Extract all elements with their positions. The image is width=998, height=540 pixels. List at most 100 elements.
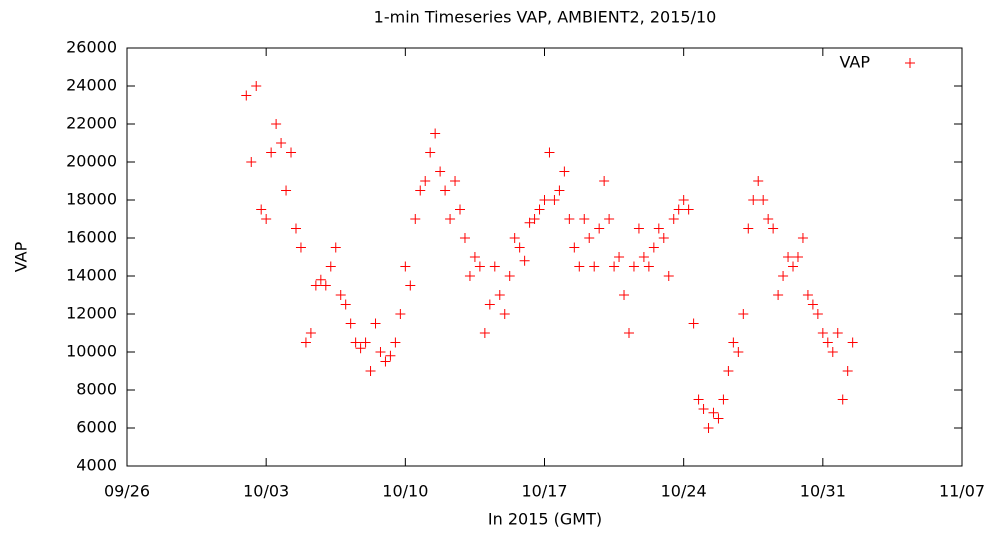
data-point — [574, 261, 585, 272]
data-point — [594, 223, 605, 234]
data-point — [385, 350, 396, 361]
data-point — [648, 242, 659, 253]
x-tick-label: 10/24 — [661, 482, 707, 501]
data-point — [425, 147, 436, 158]
data-point — [837, 394, 848, 405]
data-point — [738, 309, 749, 319]
data-point — [693, 394, 704, 405]
x-tick-label: 10/31 — [800, 482, 846, 501]
x-axis-label: In 2015 (GMT) — [488, 510, 602, 529]
data-point — [619, 290, 630, 300]
data-point — [633, 223, 644, 234]
data-point — [788, 261, 799, 272]
data-point — [320, 280, 331, 291]
data-point — [499, 309, 510, 319]
data-point — [802, 290, 813, 300]
data-point — [628, 261, 639, 272]
data-point — [455, 204, 466, 215]
data-point — [504, 271, 515, 281]
data-point — [569, 242, 580, 253]
data-point — [494, 290, 505, 300]
y-tick-label: 20000 — [66, 152, 117, 171]
data-point — [256, 204, 267, 215]
data-point — [589, 261, 600, 272]
data-point — [380, 356, 391, 367]
x-tick-label: 11/07 — [939, 482, 985, 501]
data-point — [529, 214, 540, 224]
data-point — [261, 214, 272, 224]
data-point — [514, 242, 525, 253]
data-point — [698, 404, 709, 414]
data-point — [564, 214, 575, 224]
y-axis-label: VAP — [12, 241, 31, 272]
y-tick-label: 4000 — [76, 456, 117, 475]
y-tick-label: 6000 — [76, 418, 117, 437]
y-tick-label: 8000 — [76, 380, 117, 399]
data-point — [658, 233, 669, 243]
data-point — [584, 233, 595, 243]
data-point — [315, 274, 326, 285]
data-point — [768, 223, 779, 234]
y-tick-label: 24000 — [66, 76, 117, 95]
data-point — [310, 280, 321, 291]
data-point — [718, 394, 729, 405]
data-point — [763, 214, 774, 224]
data-point — [678, 195, 689, 205]
x-tick-label: 09/26 — [104, 482, 150, 501]
chart-title: 1-min Timeseries VAP, AMBIENT2, 2015/10 — [374, 8, 717, 27]
data-point — [614, 252, 625, 262]
data-point — [559, 166, 570, 177]
data-point — [350, 337, 361, 348]
data-point — [733, 347, 744, 357]
data-point — [330, 242, 341, 253]
data-point — [246, 157, 257, 167]
data-point — [509, 233, 520, 243]
data-point — [748, 195, 759, 205]
y-tick-label: 12000 — [66, 304, 117, 323]
data-point — [609, 261, 620, 272]
data-point — [653, 223, 664, 234]
x-tick-label: 10/03 — [243, 482, 289, 501]
data-point — [484, 299, 495, 310]
data-point — [728, 337, 739, 348]
data-point — [519, 255, 530, 266]
data-point — [435, 166, 446, 177]
data-point — [792, 252, 803, 262]
data-point — [305, 328, 316, 338]
data-point — [489, 261, 500, 272]
data-point — [251, 81, 262, 91]
data-point — [723, 366, 734, 376]
data-point — [459, 233, 470, 243]
data-point — [773, 290, 784, 300]
data-point — [708, 407, 719, 418]
data-point — [847, 337, 858, 348]
data-point — [395, 309, 406, 319]
data-point — [703, 423, 714, 433]
data-point — [822, 337, 833, 348]
data-point — [365, 366, 376, 376]
y-tick-label: 26000 — [66, 38, 117, 57]
data-point — [599, 176, 610, 186]
data-point — [778, 271, 789, 281]
data-point — [295, 242, 306, 253]
data-point — [663, 271, 674, 281]
data-point — [827, 347, 838, 357]
data-point — [420, 176, 431, 186]
data-point — [643, 261, 654, 272]
data-point — [340, 299, 351, 310]
plot-frame — [126, 47, 963, 467]
data-point — [281, 185, 292, 196]
data-point — [842, 366, 853, 376]
data-point — [300, 337, 311, 348]
data-point — [271, 119, 282, 129]
data-point — [604, 214, 615, 224]
data-point — [474, 261, 485, 272]
data-point — [783, 252, 794, 262]
data-point — [410, 214, 421, 224]
data-point — [812, 309, 823, 319]
data-point — [290, 223, 301, 234]
data-point — [390, 337, 401, 348]
data-point — [832, 328, 843, 338]
data-point — [464, 271, 475, 281]
data-point — [400, 261, 411, 272]
